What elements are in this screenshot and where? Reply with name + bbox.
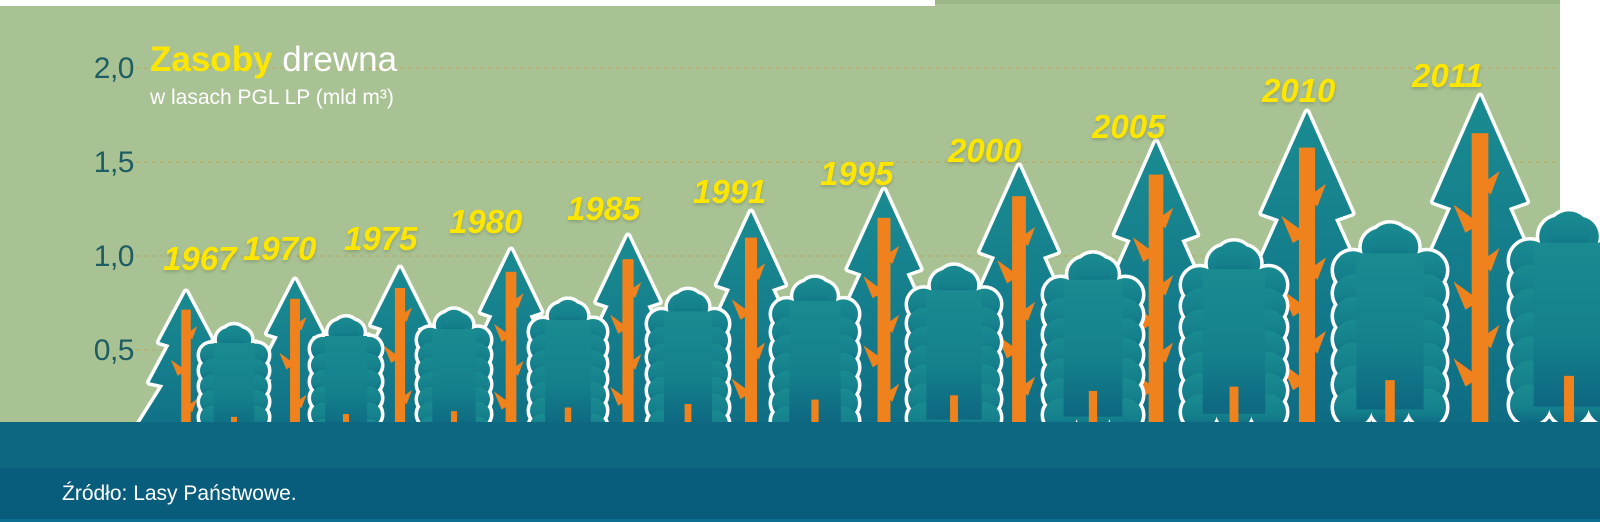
deciduous-tree-1991 <box>768 274 862 468</box>
year-label-2000: 2000 <box>948 132 1022 169</box>
gridline-1-5 <box>128 161 1560 163</box>
gridline-2-0 <box>128 67 1560 69</box>
chart-subtitle: w lasach PGL LP (mld m³) <box>150 86 394 109</box>
page-title: Zasoby drewna <box>150 40 397 80</box>
gridline-1-0 <box>128 255 1560 257</box>
year-label-1980: 1980 <box>449 203 523 240</box>
top-white-strip <box>0 0 935 6</box>
footer-rule <box>0 519 1600 522</box>
deciduous-tree-2000 <box>1040 250 1146 468</box>
y-axis-label-2-0: 2,0 <box>93 52 135 85</box>
year-label-2011: 2011 <box>1412 57 1483 94</box>
y-axis-label-0-5: 0,5 <box>93 334 135 367</box>
year-label-1967: 1967 <box>163 240 237 277</box>
title-highlight: Zasoby <box>150 40 273 79</box>
y-axis-label-1-5: 1,5 <box>93 146 135 179</box>
deciduous-tree-2010 <box>1330 220 1450 468</box>
year-label-1995: 1995 <box>820 155 894 192</box>
source-footer-bar: Źródło: Lasy Państwowe. <box>0 468 1600 522</box>
deciduous-tree-1980 <box>526 296 610 468</box>
year-label-1991: 1991 <box>693 173 767 210</box>
year-label-1985: 1985 <box>567 190 641 227</box>
deciduous-tree-2005 <box>1178 238 1290 468</box>
chart-title-block: Zasoby drewna w lasach PGL LP (mld m³) <box>150 40 397 110</box>
ground-band <box>0 422 1600 468</box>
title-rest: drewna <box>272 40 398 79</box>
year-label-2010: 2010 <box>1262 72 1336 109</box>
y-axis-label-1-0: 1,0 <box>93 240 135 273</box>
year-label-1975: 1975 <box>344 220 418 257</box>
year-label-1970: 1970 <box>243 230 317 267</box>
year-label-2005: 2005 <box>1092 108 1166 145</box>
source-text: Źródło: Lasy Państwowe. <box>62 482 297 505</box>
